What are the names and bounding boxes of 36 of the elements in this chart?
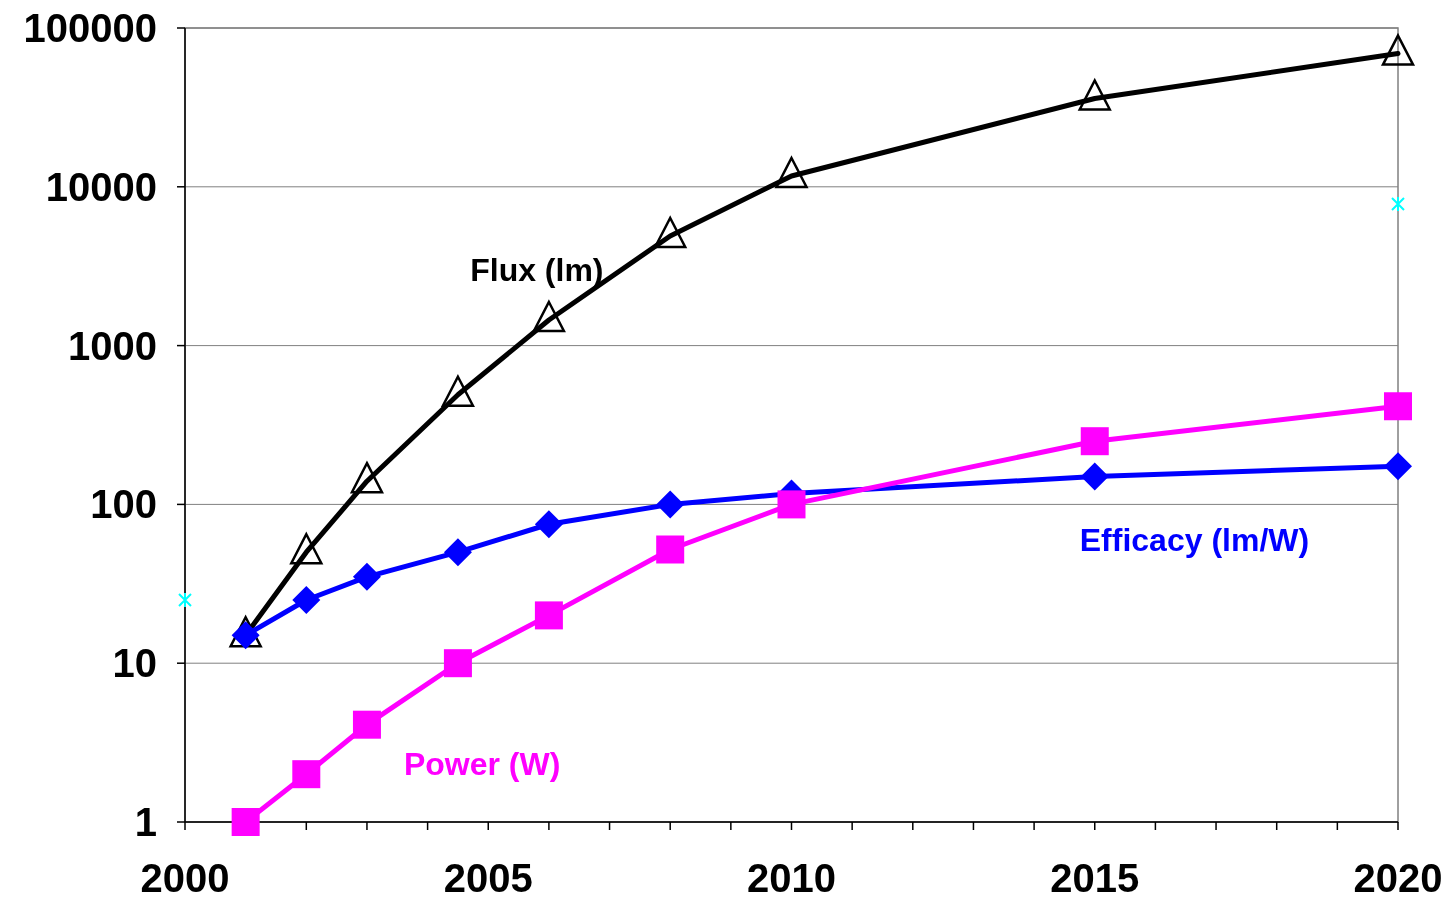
point (775, 156, 808, 189)
x-tick-label: 2005 (443, 856, 533, 900)
x-tick-label: 2000 (140, 856, 230, 900)
x-tick-label: 2010 (747, 856, 836, 900)
point (1080, 427, 1109, 456)
series-label: Power (W) (403, 746, 561, 783)
y-tick-label: 100 (90, 482, 157, 527)
y-tick-label: 10000 (45, 164, 157, 209)
series-label: Efficacy (lm/W) (1079, 522, 1310, 559)
point (1384, 452, 1412, 481)
point (292, 586, 321, 615)
x-tick-label: 2015 (1050, 856, 1140, 900)
point (443, 538, 472, 567)
point (1080, 462, 1109, 491)
point (178, 592, 192, 609)
point (532, 300, 566, 333)
point (443, 649, 472, 678)
point (1384, 392, 1412, 421)
point (231, 808, 260, 836)
point (656, 535, 685, 564)
point (653, 216, 687, 249)
point (352, 710, 381, 739)
y-tick-label: 10 (112, 641, 157, 686)
point (534, 510, 563, 539)
point (777, 490, 806, 519)
y-tick-label: 1 (134, 800, 157, 844)
x-tick-label: 2020 (1353, 856, 1443, 900)
series-label: Flux (lm) (470, 252, 604, 288)
point (656, 490, 685, 519)
point (1381, 34, 1415, 66)
y-tick-label: 100000 (23, 6, 157, 50)
point (352, 562, 381, 591)
point (292, 760, 321, 789)
point (1078, 79, 1111, 111)
y-tick-label: 1000 (68, 323, 157, 368)
point (534, 601, 563, 630)
